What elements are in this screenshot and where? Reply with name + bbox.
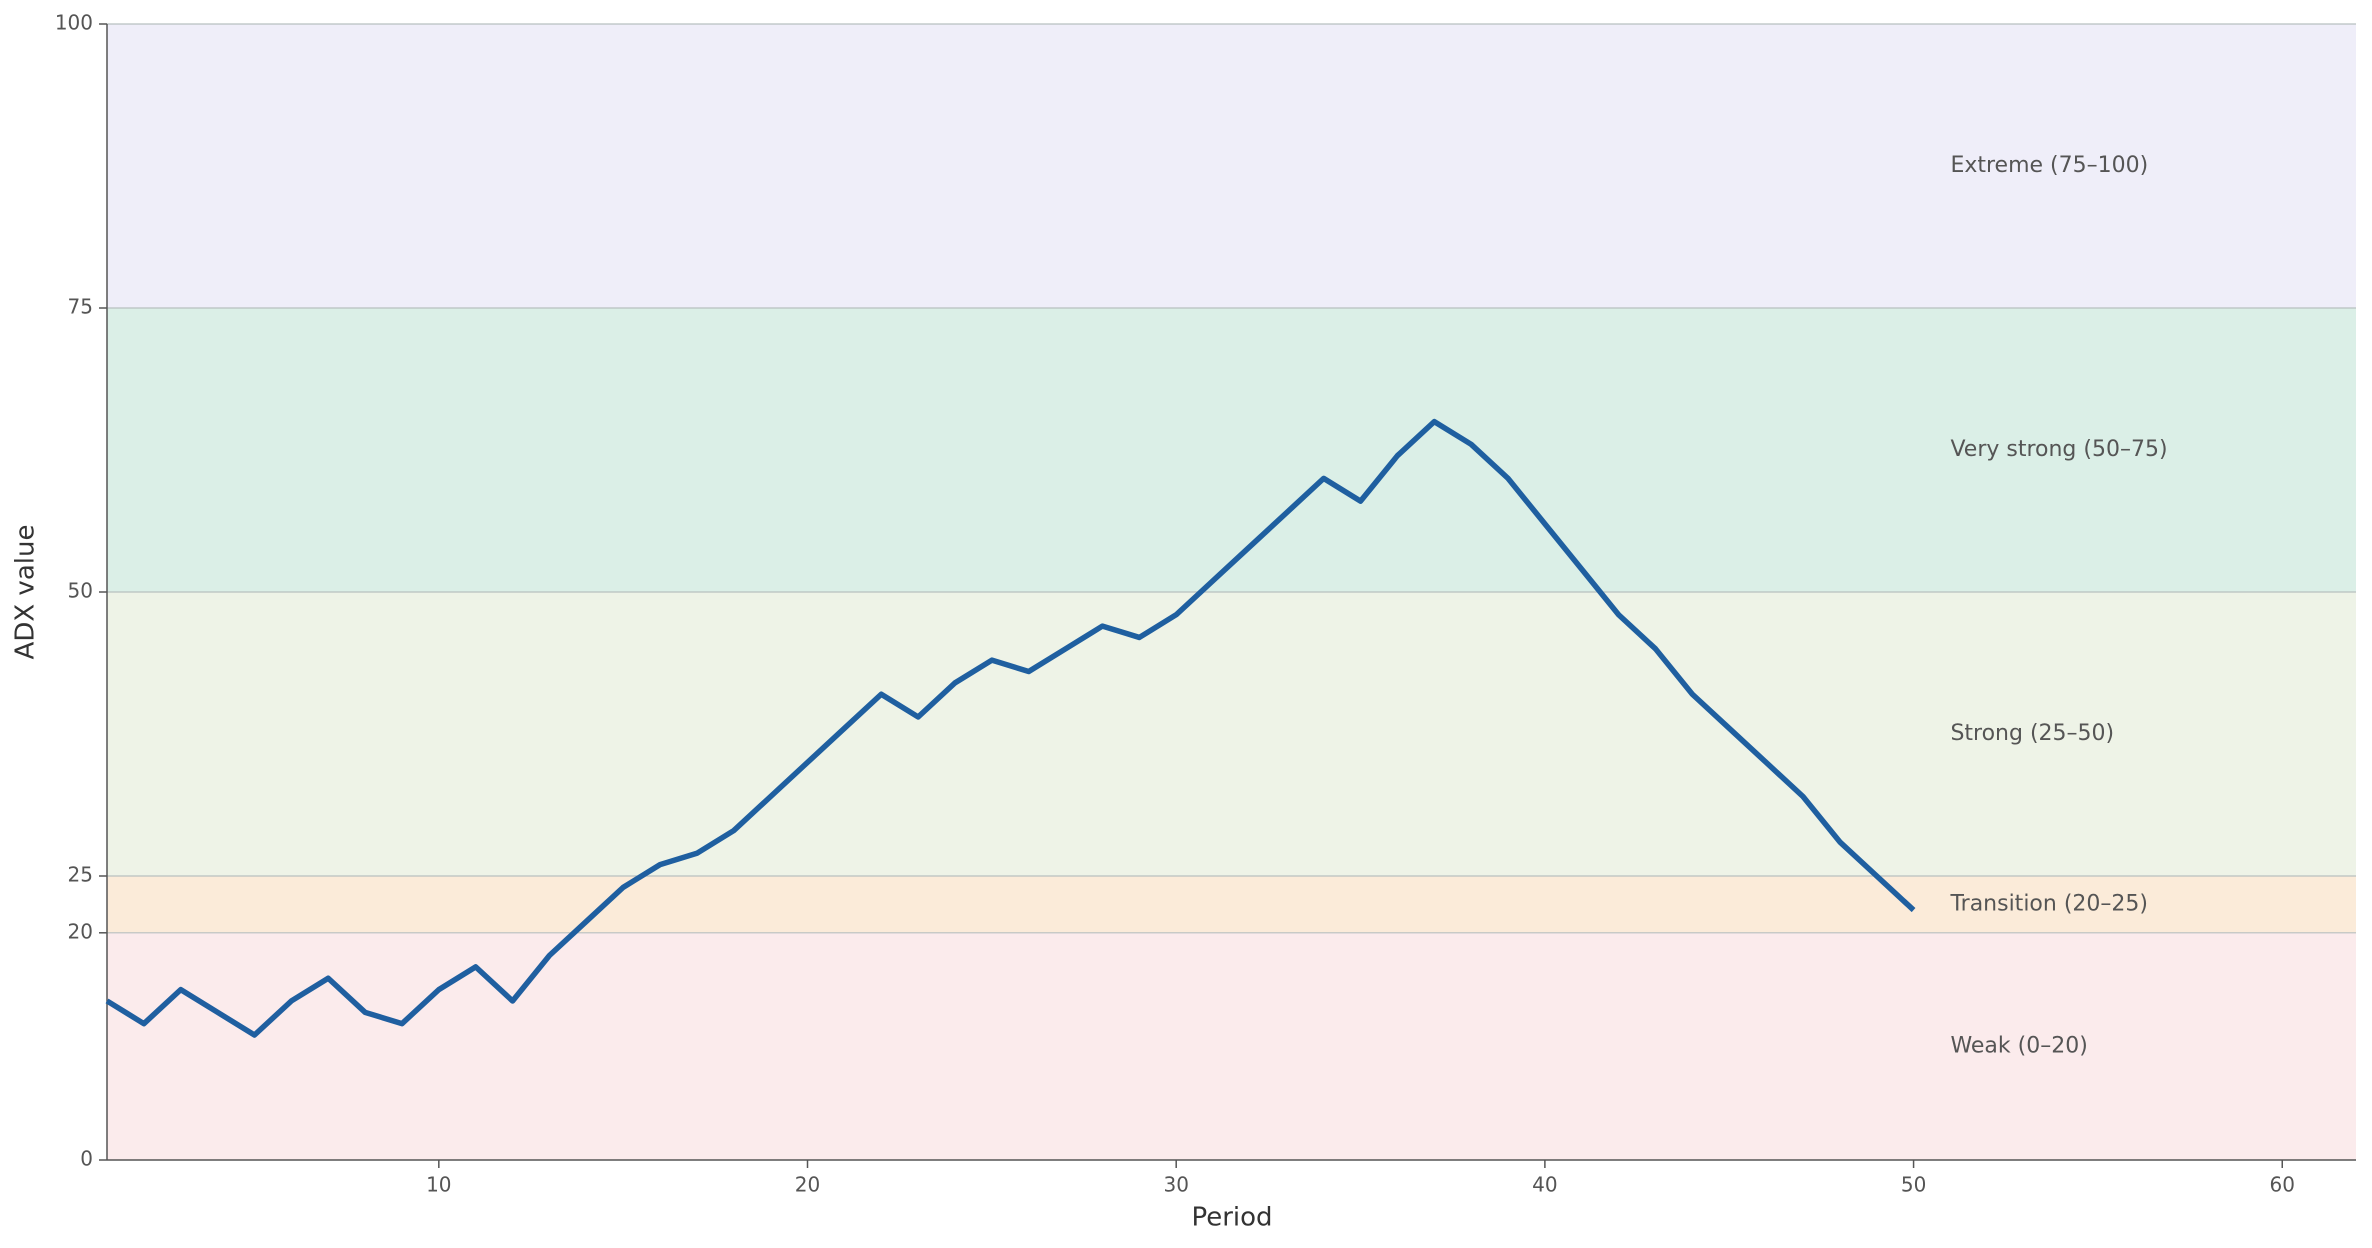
band-label: Strong (25–50) bbox=[1950, 721, 2114, 746]
data-line bbox=[105, 418, 1916, 1038]
x-tick-label: 10 bbox=[426, 1173, 451, 1197]
x-axis-label: Period bbox=[1191, 1203, 1272, 1233]
x-tick-label: 40 bbox=[1532, 1173, 1557, 1197]
y-tick-label: 75 bbox=[68, 295, 93, 319]
band bbox=[107, 592, 2356, 876]
band-label: Extreme (75–100) bbox=[1950, 153, 2148, 178]
y-axis-label: ADX value bbox=[11, 525, 41, 660]
x-tick-label: 20 bbox=[795, 1173, 820, 1197]
band-label: Transition (20–25) bbox=[1949, 891, 2148, 916]
band bbox=[107, 876, 2356, 933]
y-tick-label: 100 bbox=[55, 11, 93, 35]
y-tick-label: 25 bbox=[68, 863, 93, 887]
band-label: Weak (0–20) bbox=[1950, 1033, 2087, 1058]
x-tick-label: 60 bbox=[2270, 1173, 2295, 1197]
band-label: Very strong (50–75) bbox=[1950, 437, 2167, 462]
y-tick-label: 50 bbox=[68, 579, 93, 603]
band bbox=[107, 308, 2356, 592]
y-tick-label: 0 bbox=[80, 1147, 93, 1171]
x-tick-label: 50 bbox=[1901, 1173, 1926, 1197]
x-tick-label: 30 bbox=[1163, 1173, 1188, 1197]
band bbox=[107, 24, 2356, 308]
y-tick-label: 20 bbox=[68, 919, 93, 943]
